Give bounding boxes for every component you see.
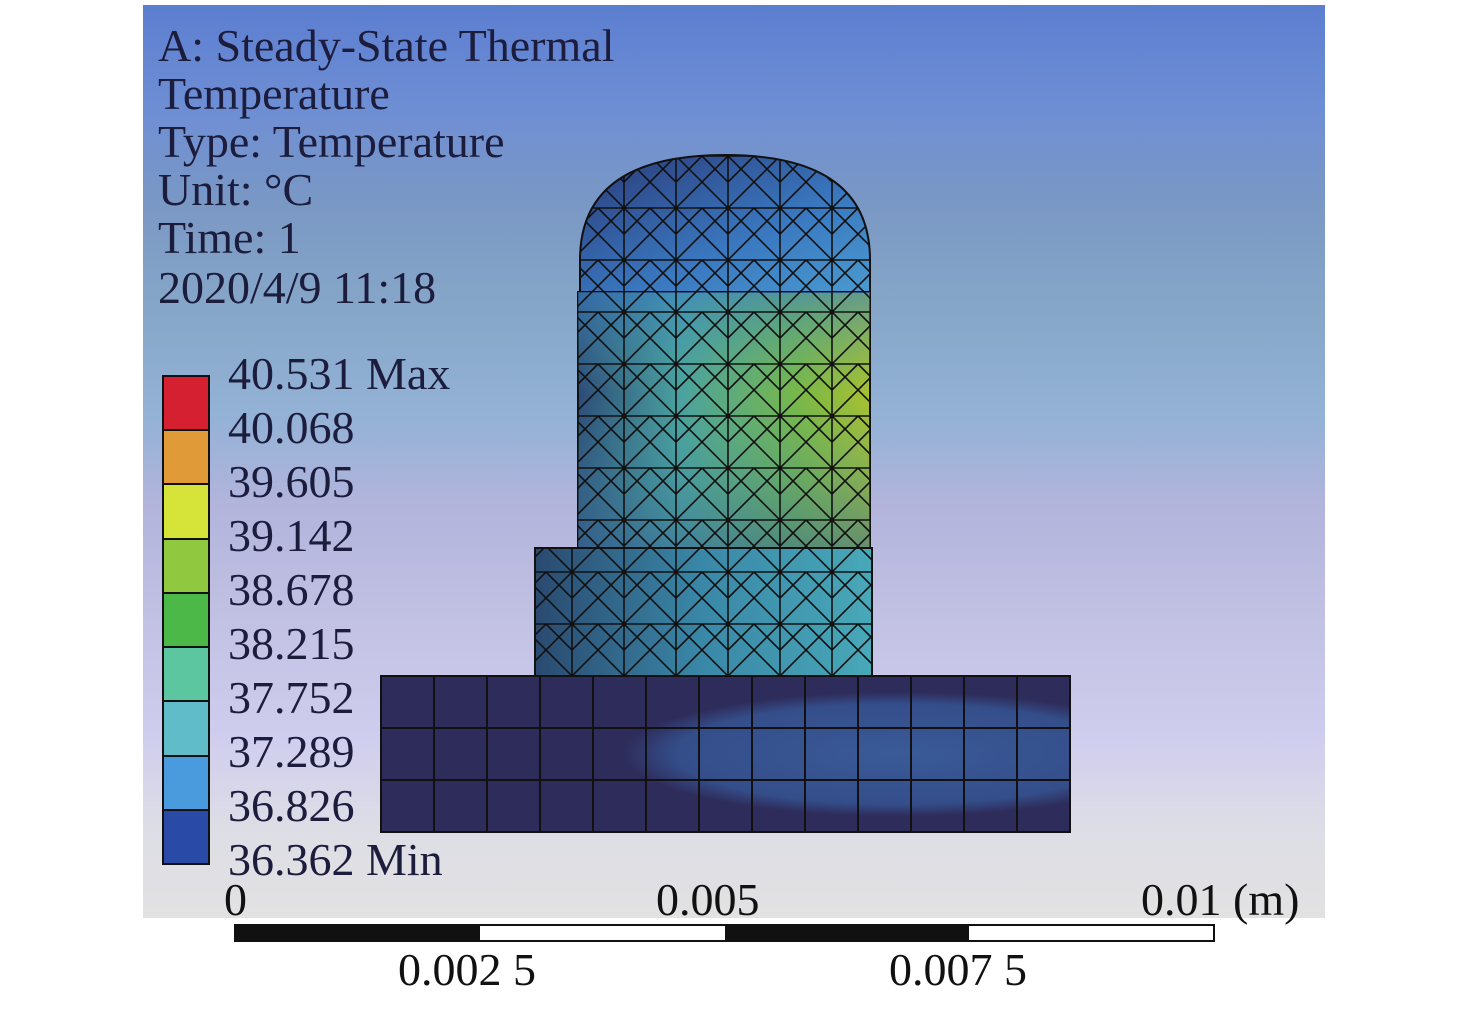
legend-swatch [164,431,208,486]
analysis-title: A: Steady-State Thermal [158,20,615,71]
legend-label: 37.752 [228,672,355,723]
scale-segment [236,926,481,940]
legend-swatch [164,485,208,540]
lower-step [534,547,873,677]
color-legend [162,375,210,865]
legend-label: 39.142 [228,510,355,561]
legend-label: 36.826 [228,780,355,831]
legend-label: 39.605 [228,456,355,507]
legend-label: 36.362 Min [228,834,443,885]
legend-swatch [164,648,208,703]
result-unit: Unit: °C [158,164,314,215]
scale-bar [234,924,1215,942]
legend-swatch [164,377,208,432]
legend-label: 37.289 [228,726,355,777]
scale-segment [724,926,969,940]
scale-label-0: 0 [224,874,247,925]
scale-label-0.005: 0.005 [656,874,760,925]
legend-swatch [164,702,208,757]
result-time: Time: 1 [158,212,301,263]
dome [579,153,871,293]
legend-label: 38.215 [228,618,355,669]
legend-swatch [164,756,208,811]
base-plate [380,675,1071,833]
legend-label: 38.678 [228,564,355,615]
cylinder-body [577,291,871,551]
result-type: Type: Temperature [158,116,505,167]
scale-segment [968,926,1213,940]
legend-label: 40.531 Max [228,348,451,399]
result-name: Temperature [158,68,390,119]
scale-label-0.0025: 0.002 5 [398,944,536,995]
legend-label: 40.068 [228,402,355,453]
scale-label-0.0075: 0.007 5 [889,944,1027,995]
scale-label-0.01: 0.01 (m) [1141,874,1300,925]
legend-swatch [164,539,208,594]
result-date: 2020/4/9 11:18 [158,262,437,313]
scale-segment [480,926,725,940]
legend-swatch [164,810,208,863]
legend-swatch [164,593,208,649]
